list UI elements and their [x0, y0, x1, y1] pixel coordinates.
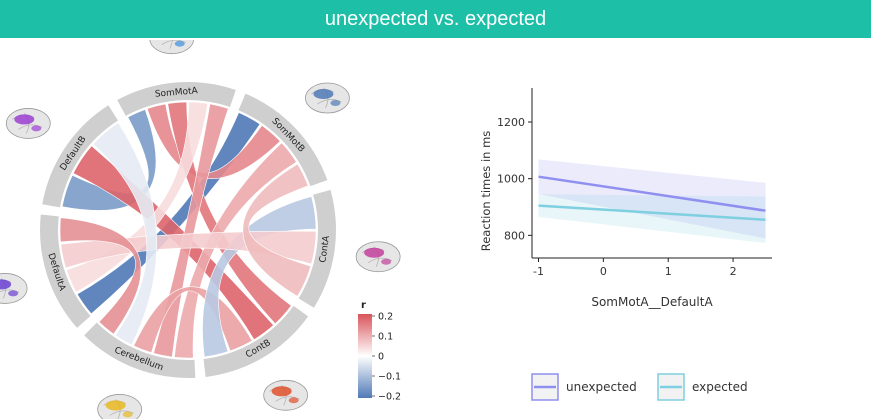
chord-link — [59, 217, 142, 335]
x-tick-label: 1 — [665, 265, 672, 278]
segment-arc — [203, 305, 309, 377]
chord-link — [66, 101, 209, 293]
page-title: unexpected vs. expected — [0, 0, 871, 38]
chord-link — [242, 163, 312, 297]
regression-plot: 800 1000 1200 -1 0 1 2 SomMotA__DefaultA Reactio… — [479, 88, 772, 401]
legend-item: expected — [657, 373, 748, 401]
chord-link — [133, 286, 253, 354]
legend-tick-label: −0.1 — [378, 372, 401, 383]
x-tick-label: -1 — [533, 265, 544, 278]
y-tick-label: 800 — [504, 229, 525, 242]
regression-line — [538, 175, 766, 212]
legend-tick-label: 0.2 — [378, 312, 393, 323]
chord-diagram: DefaultBSomMotASomMotBContAContBCerebell… — [0, 40, 401, 419]
brain-icon — [305, 82, 350, 114]
brain-icon — [263, 379, 309, 411]
legend-tick-label: −0.2 — [378, 392, 401, 403]
chord-link — [92, 122, 158, 346]
ci-band — [538, 159, 766, 239]
segment-label: ContA — [318, 234, 332, 263]
segment-label: SomMotA — [155, 86, 199, 100]
legend-tick-label: 0 — [378, 352, 384, 363]
segment-arc — [117, 82, 236, 116]
chord-links — [59, 101, 317, 359]
brain-icon — [97, 394, 143, 419]
x-axis-label: SomMotA__DefaultA — [591, 295, 713, 309]
x-tick-label: 0 — [600, 265, 607, 278]
x-tick-label: 2 — [730, 265, 737, 278]
segment-arc — [42, 105, 119, 208]
segment-arc — [39, 214, 91, 328]
legend-colorbar — [358, 314, 372, 398]
ci-band — [538, 194, 766, 243]
brain-icon — [0, 273, 28, 304]
brain-icon — [149, 40, 195, 55]
brain-icon — [355, 241, 401, 273]
legend-item: unexpected — [531, 373, 637, 401]
y-tick-label: 1200 — [497, 116, 525, 129]
brain-icons — [0, 40, 401, 419]
segment-arc — [238, 93, 328, 187]
legend-label: unexpected — [566, 380, 637, 394]
legend-title: r — [361, 300, 366, 311]
chord-link — [72, 145, 274, 341]
color-legend: r 0.2 0.1 0 −0.1 −0.2 — [358, 300, 401, 403]
brain-icon — [5, 108, 51, 139]
y-axis-label: Reaction times in ms — [479, 131, 493, 252]
legend-label: expected — [692, 380, 748, 394]
regression-line — [538, 204, 766, 221]
chord-link — [174, 142, 297, 359]
segment-arc — [298, 189, 336, 308]
y-tick-label: 1000 — [497, 173, 525, 186]
chord-segments: DefaultBSomMotASomMotBContAContBCerebell… — [39, 82, 336, 378]
segment-arc — [84, 322, 196, 378]
legend-tick-label: 0.1 — [378, 332, 393, 343]
